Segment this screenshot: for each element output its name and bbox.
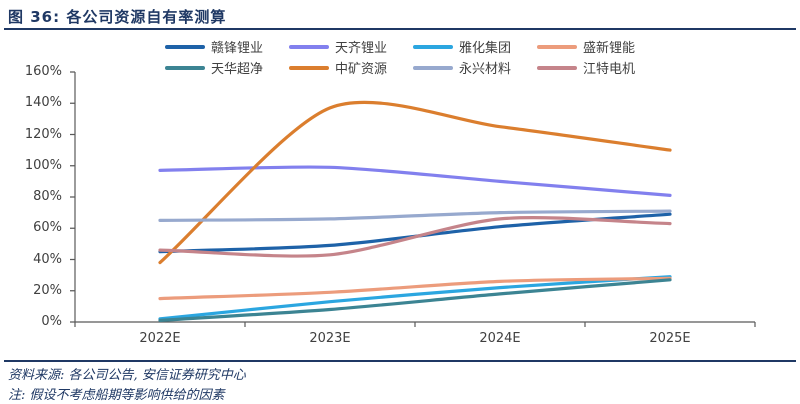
- chart-legend-row-2: 天华超净 中矿资源 永兴材料 江特电机: [0, 58, 800, 77]
- legend-swatch: [413, 44, 453, 49]
- legend-swatch: [288, 44, 329, 49]
- series-line-2: [158, 275, 672, 321]
- y-axis: [70, 71, 76, 323]
- legend-label: 江特电机: [583, 62, 636, 77]
- x-tick-label: 2023E: [309, 331, 351, 346]
- legend-item-2: 雅化集团: [413, 37, 511, 56]
- y-tick-label: 80%: [33, 189, 62, 204]
- series-line-4: [158, 278, 672, 322]
- legend-item-5: 中矿资源: [288, 58, 387, 77]
- series-line-7: [158, 216, 672, 258]
- legend-item-3: 盛新锂能: [537, 37, 635, 56]
- figure-title: 图 36: 各公司资源自有率测算: [8, 8, 227, 26]
- x-tick-label: 2025E: [649, 331, 691, 346]
- legend-label: 永兴材料: [459, 62, 512, 77]
- series-line-5: [158, 100, 672, 265]
- legend-item-4: 天华超净: [164, 58, 263, 77]
- y-tick-label: 160%: [24, 64, 62, 79]
- x-axis: [74, 321, 756, 327]
- series-line-1: [158, 165, 672, 197]
- series-line-3: [158, 276, 672, 301]
- legend-swatch: [537, 44, 578, 49]
- legend-swatch: [413, 65, 453, 70]
- legend-label: 天华超净: [210, 62, 263, 77]
- legend-item-1: 天齐锂业: [288, 37, 387, 56]
- chart-legend-row-1: 赣锋锂业 天齐锂业 雅化集团 盛新锂能: [0, 37, 800, 56]
- legend-label: 天齐锂业: [334, 41, 387, 56]
- legend-label: 赣锋锂业: [210, 41, 263, 56]
- legend-label: 中矿资源: [334, 62, 387, 77]
- legend-item-7: 江特电机: [537, 58, 635, 77]
- source-note: 资料来源: 各公司公告, 安信证券研究中心: [8, 368, 246, 383]
- series-line-6: [158, 209, 672, 222]
- legend-item-6: 永兴材料: [413, 58, 511, 77]
- legend-swatch: [537, 65, 578, 70]
- footer-divider: [4, 360, 796, 362]
- legend-swatch: [164, 65, 205, 70]
- y-tick-label: 20%: [33, 282, 62, 298]
- title-divider: [4, 28, 796, 30]
- y-tick-label: 120%: [24, 126, 62, 142]
- y-tick-label: 140%: [24, 95, 62, 111]
- legend-label: 盛新锂能: [583, 41, 636, 56]
- legend-swatch: [164, 44, 205, 49]
- y-tick-label: 100%: [24, 157, 62, 173]
- y-tick-label: 40%: [33, 251, 62, 267]
- x-tick-label: 2024E: [479, 331, 521, 346]
- legend-item-0: 赣锋锂业: [164, 37, 263, 56]
- legend-swatch: [288, 65, 329, 70]
- legend-label: 雅化集团: [459, 41, 512, 56]
- x-tick-label: 2022E: [139, 331, 181, 346]
- y-tick-label: 60%: [33, 220, 62, 236]
- y-tick-label: 0%: [41, 314, 62, 329]
- assumption-note: 注: 假设不考虑船期等影响供给的因素: [8, 388, 225, 403]
